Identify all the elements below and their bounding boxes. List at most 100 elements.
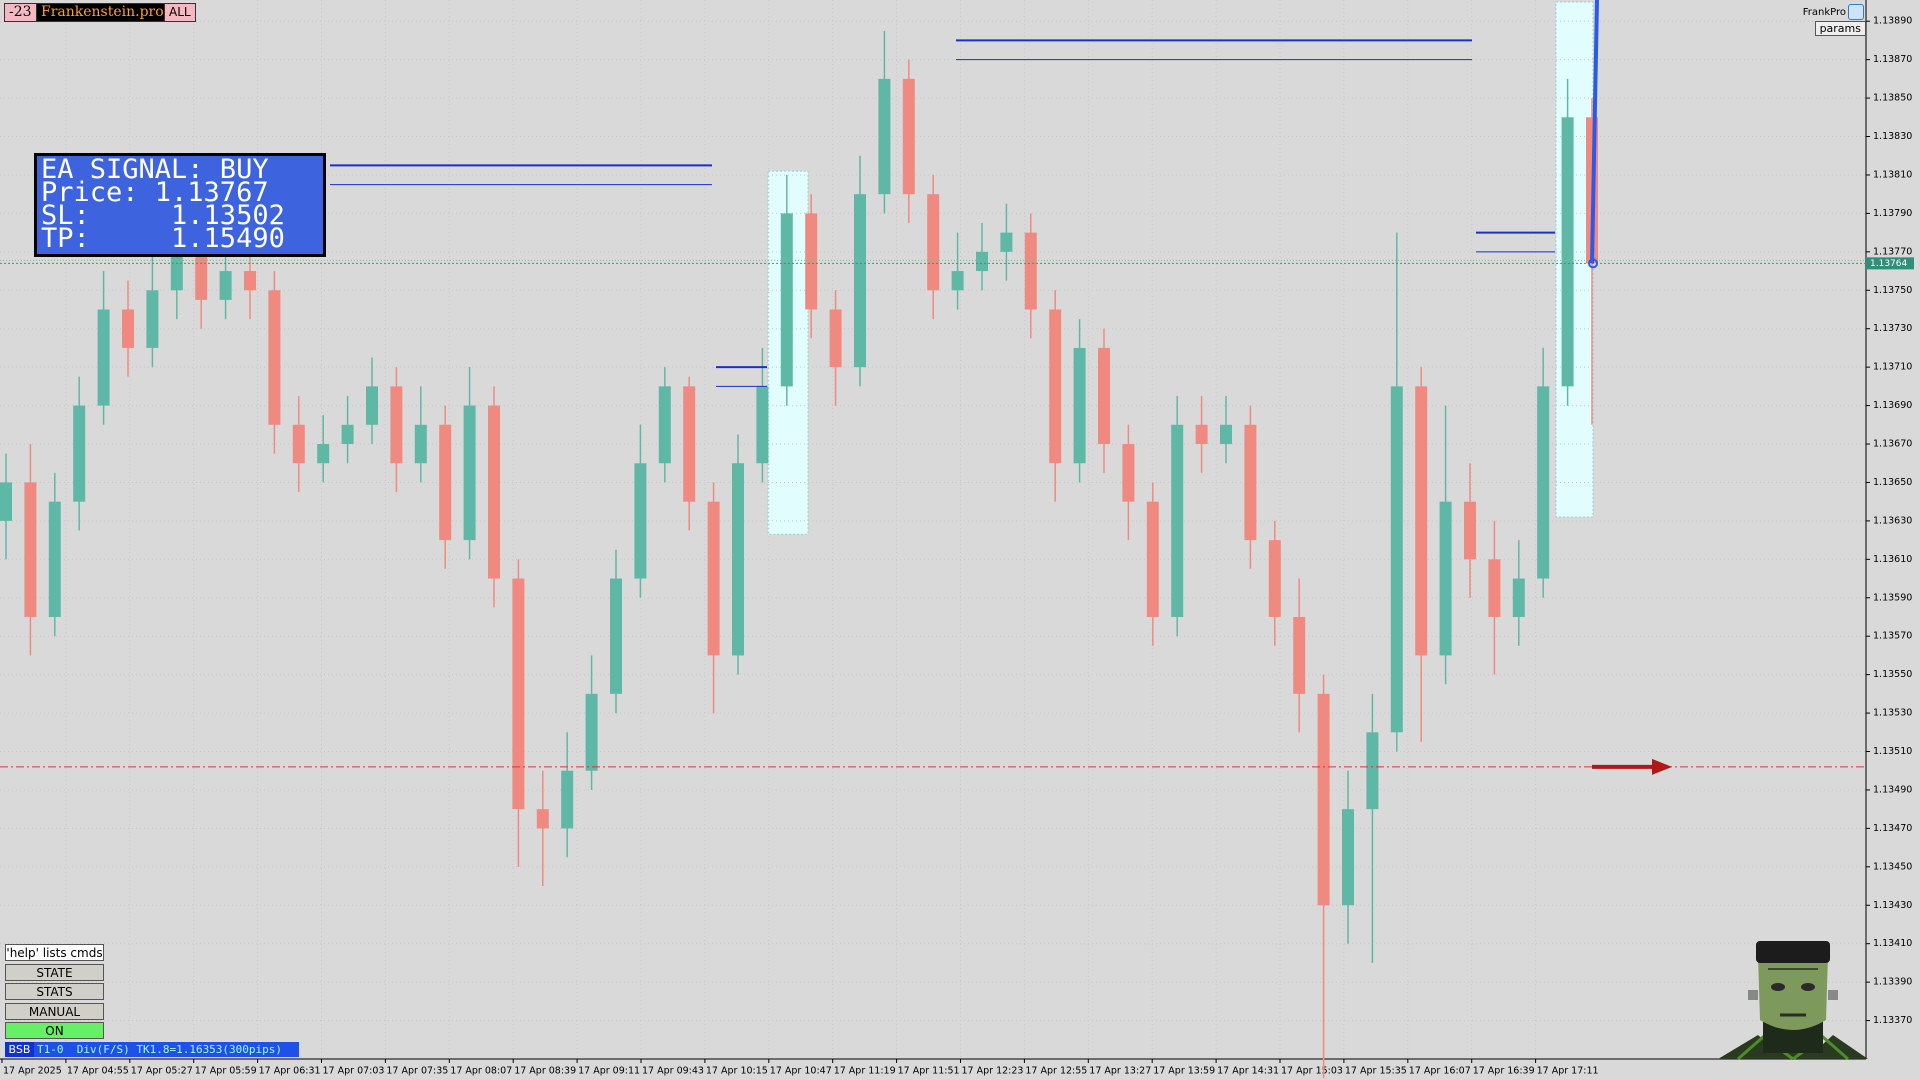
y-tick-label: 1.13490 [1873, 784, 1912, 795]
x-tick-label: 17 Apr 12:55 [1025, 1066, 1087, 1077]
candle-body [1537, 386, 1550, 579]
y-tick-label: 1.13550 [1873, 669, 1912, 680]
y-tick-label: 1.13690 [1873, 400, 1912, 411]
y-tick-label: 1.13890 [1873, 16, 1912, 27]
state-button[interactable]: STATE [5, 964, 104, 981]
x-tick-label: 17 Apr 09:43 [642, 1066, 704, 1077]
candle-body [976, 251, 988, 272]
status-tag: BSB [5, 1042, 34, 1057]
x-tick-label: 17 Apr 13:59 [1153, 1066, 1215, 1077]
y-tick-label: 1.13390 [1873, 977, 1912, 988]
candle-body [878, 78, 891, 195]
candle-body [805, 213, 818, 310]
badge: Frankenstein.pro [36, 3, 169, 22]
x-tick-label: 17 Apr 16:07 [1409, 1066, 1471, 1077]
x-tick-label: 17 Apr 04:55 [67, 1066, 129, 1077]
candle-body [341, 424, 354, 445]
x-tick-label: 17 Apr 17:11 [1537, 1066, 1599, 1077]
y-tick-label: 1.13450 [1873, 861, 1912, 872]
current-price-box [1866, 257, 1914, 270]
x-tick-label: 17 Apr 10:15 [706, 1066, 768, 1077]
candle-body [1244, 424, 1257, 541]
candle-body [585, 693, 598, 771]
candle-body [122, 309, 134, 348]
trade-line [1590, 0, 1599, 264]
candle-body [390, 386, 403, 464]
signal-line: Price: 1.13767 [41, 177, 269, 208]
y-tick-label: 1.13370 [1873, 1015, 1912, 1026]
candle-body [1268, 540, 1281, 617]
brand-icon [1848, 4, 1864, 20]
stats-button[interactable]: STATS [5, 983, 104, 1000]
y-tick-label: 1.13850 [1873, 93, 1912, 104]
candle-body [1488, 559, 1501, 617]
signal-box: EA SIGNAL: BUY Price: 1.13767 SL: 1.1350… [34, 153, 326, 257]
y-tick-label: 1.13510 [1873, 746, 1912, 757]
candle-body [414, 424, 427, 464]
status-text: T1-0 Div(F/S) TK1.8=1.16353(300pips) [34, 1042, 299, 1057]
signal-title: EA SIGNAL: BUY [41, 154, 269, 185]
candle-body [1122, 444, 1135, 502]
badge[interactable]: ALL [164, 3, 196, 22]
candle-body [658, 386, 671, 464]
x-tick-label: 17 Apr 15:35 [1345, 1066, 1407, 1077]
candle-body [1000, 232, 1013, 252]
brand: FrankPro [1802, 7, 1846, 18]
candle-body [146, 290, 159, 348]
x-tick-label: 17 Apr 05:59 [195, 1066, 257, 1077]
params-button[interactable]: params [1814, 21, 1866, 36]
x-tick-label: 17 Apr 14:31 [1217, 1066, 1279, 1077]
y-tick-label: 1.13470 [1873, 823, 1912, 834]
candle-body [488, 405, 500, 579]
candle-body [1561, 117, 1574, 387]
x-tick-label: 17 Apr 07:03 [323, 1066, 385, 1077]
candle-body [1512, 578, 1525, 617]
y-tick-label: 1.13730 [1873, 323, 1912, 334]
manual-button[interactable]: MANUAL [5, 1003, 104, 1020]
candle-body [854, 194, 866, 368]
candle-body [48, 501, 61, 617]
x-tick-label: 17 Apr 12:23 [962, 1066, 1024, 1077]
x-tick-label: 17 Apr 06:31 [259, 1066, 321, 1077]
x-tick-label: 17 Apr 11:19 [834, 1066, 896, 1077]
x-tick-label: 17 Apr 16:39 [1473, 1066, 1535, 1077]
candle-body [268, 290, 281, 425]
x-tick-label: 17 Apr 10:47 [770, 1066, 832, 1077]
candle-body [1366, 732, 1379, 810]
candle-body [317, 444, 330, 464]
y-tick-label: 1.13410 [1873, 938, 1912, 949]
candle-body [610, 578, 622, 694]
candle-body [829, 309, 842, 368]
candle-body [0, 482, 12, 521]
candle-body [244, 271, 256, 291]
y-tick-label: 1.13870 [1873, 54, 1912, 65]
y-tick-label: 1.13530 [1873, 708, 1912, 719]
candle-body [1146, 501, 1159, 617]
candle-body [1464, 501, 1476, 560]
x-tick-label: 17 Apr 05:27 [131, 1066, 193, 1077]
candle-body [927, 194, 940, 291]
candle-body [1073, 347, 1086, 464]
candle-body [366, 386, 378, 425]
on-button[interactable]: ON [5, 1022, 104, 1039]
x-tick-label: 17 Apr 2025 [3, 1066, 62, 1077]
candle-body [24, 482, 37, 617]
y-tick-label: 1.13790 [1873, 208, 1912, 219]
candle-body [1049, 309, 1062, 464]
candle-body [756, 386, 769, 464]
badge: -23 [4, 3, 37, 22]
candle-body [1390, 386, 1403, 733]
y-tick-label: 1.13670 [1873, 439, 1912, 450]
candle-body [1293, 616, 1306, 694]
candle-body [439, 424, 452, 541]
y-tick-label: 1.13710 [1873, 362, 1912, 373]
help-button[interactable]: 'help' lists cmds [5, 944, 104, 961]
x-tick-label: 17 Apr 13:27 [1089, 1066, 1151, 1077]
x-tick-label: 17 Apr 15:03 [1281, 1066, 1343, 1077]
sl-arrow-head [1652, 758, 1672, 775]
y-tick-label: 1.13770 [1873, 246, 1912, 257]
x-tick-label: 17 Apr 08:07 [450, 1066, 512, 1077]
candle-body [73, 405, 86, 502]
